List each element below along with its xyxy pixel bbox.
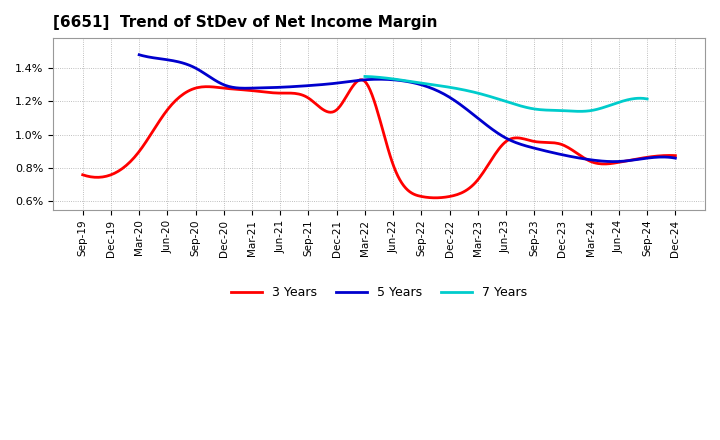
3 Years bbox=[78, 172, 87, 177]
3 Years bbox=[445, 194, 454, 199]
Legend: 3 Years, 5 Years, 7 Years: 3 Years, 5 Years, 7 Years bbox=[226, 281, 532, 304]
5 Years bbox=[671, 155, 680, 161]
7 Years bbox=[361, 74, 370, 79]
3 Years bbox=[671, 153, 680, 158]
5 Years bbox=[135, 52, 143, 58]
5 Years bbox=[623, 158, 631, 163]
7 Years bbox=[576, 109, 585, 114]
Text: [6651]  Trend of StDev of Net Income Margin: [6651] Trend of StDev of Net Income Marg… bbox=[53, 15, 438, 30]
5 Years bbox=[452, 99, 461, 105]
3 Years bbox=[582, 157, 590, 162]
7 Years bbox=[528, 106, 537, 111]
5 Years bbox=[463, 107, 472, 113]
3 Years bbox=[431, 195, 440, 201]
3 Years bbox=[81, 173, 89, 178]
7 Years bbox=[617, 99, 626, 104]
3 Years bbox=[433, 195, 442, 201]
Line: 3 Years: 3 Years bbox=[83, 80, 675, 198]
5 Years bbox=[587, 157, 595, 162]
7 Years bbox=[361, 74, 369, 79]
7 Years bbox=[643, 96, 652, 102]
3 Years bbox=[356, 77, 364, 82]
5 Years bbox=[610, 159, 618, 164]
3 Years bbox=[435, 195, 444, 200]
7 Years bbox=[600, 105, 608, 110]
7 Years bbox=[534, 107, 542, 112]
Line: 7 Years: 7 Years bbox=[365, 77, 647, 111]
7 Years bbox=[528, 106, 536, 111]
5 Years bbox=[454, 100, 463, 106]
3 Years bbox=[619, 159, 628, 164]
Line: 5 Years: 5 Years bbox=[139, 55, 675, 161]
5 Years bbox=[137, 53, 145, 58]
